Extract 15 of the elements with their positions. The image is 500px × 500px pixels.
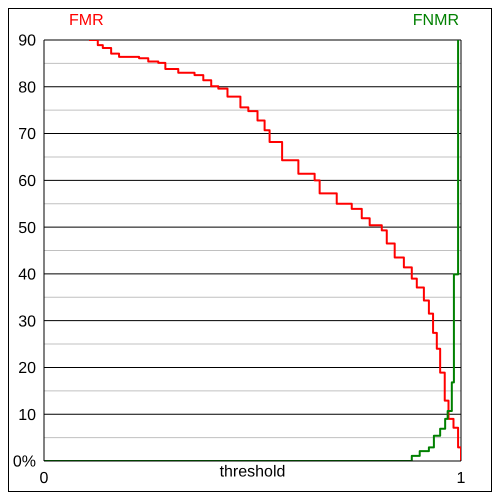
- x-axis-title: threshold: [220, 463, 286, 480]
- series-label: FNMR: [412, 12, 459, 30]
- x-tick-label: 1: [456, 470, 466, 487]
- y-tick-label: 30: [18, 313, 36, 330]
- y-tick-label: 80: [18, 79, 36, 96]
- y-tick-label: 0%: [12, 454, 36, 471]
- y-tick-label: 20: [18, 360, 36, 378]
- y-tick-label: 50: [18, 220, 36, 237]
- series-label: FMR: [69, 12, 104, 30]
- y-tick-label: 70: [18, 126, 36, 144]
- y-tick-label: 60: [18, 173, 36, 190]
- y-tick-label: 90: [18, 32, 36, 50]
- y-tick-label: 10: [18, 406, 36, 424]
- x-tick-label: 0: [40, 470, 49, 487]
- y-tick-label: 40: [18, 266, 36, 284]
